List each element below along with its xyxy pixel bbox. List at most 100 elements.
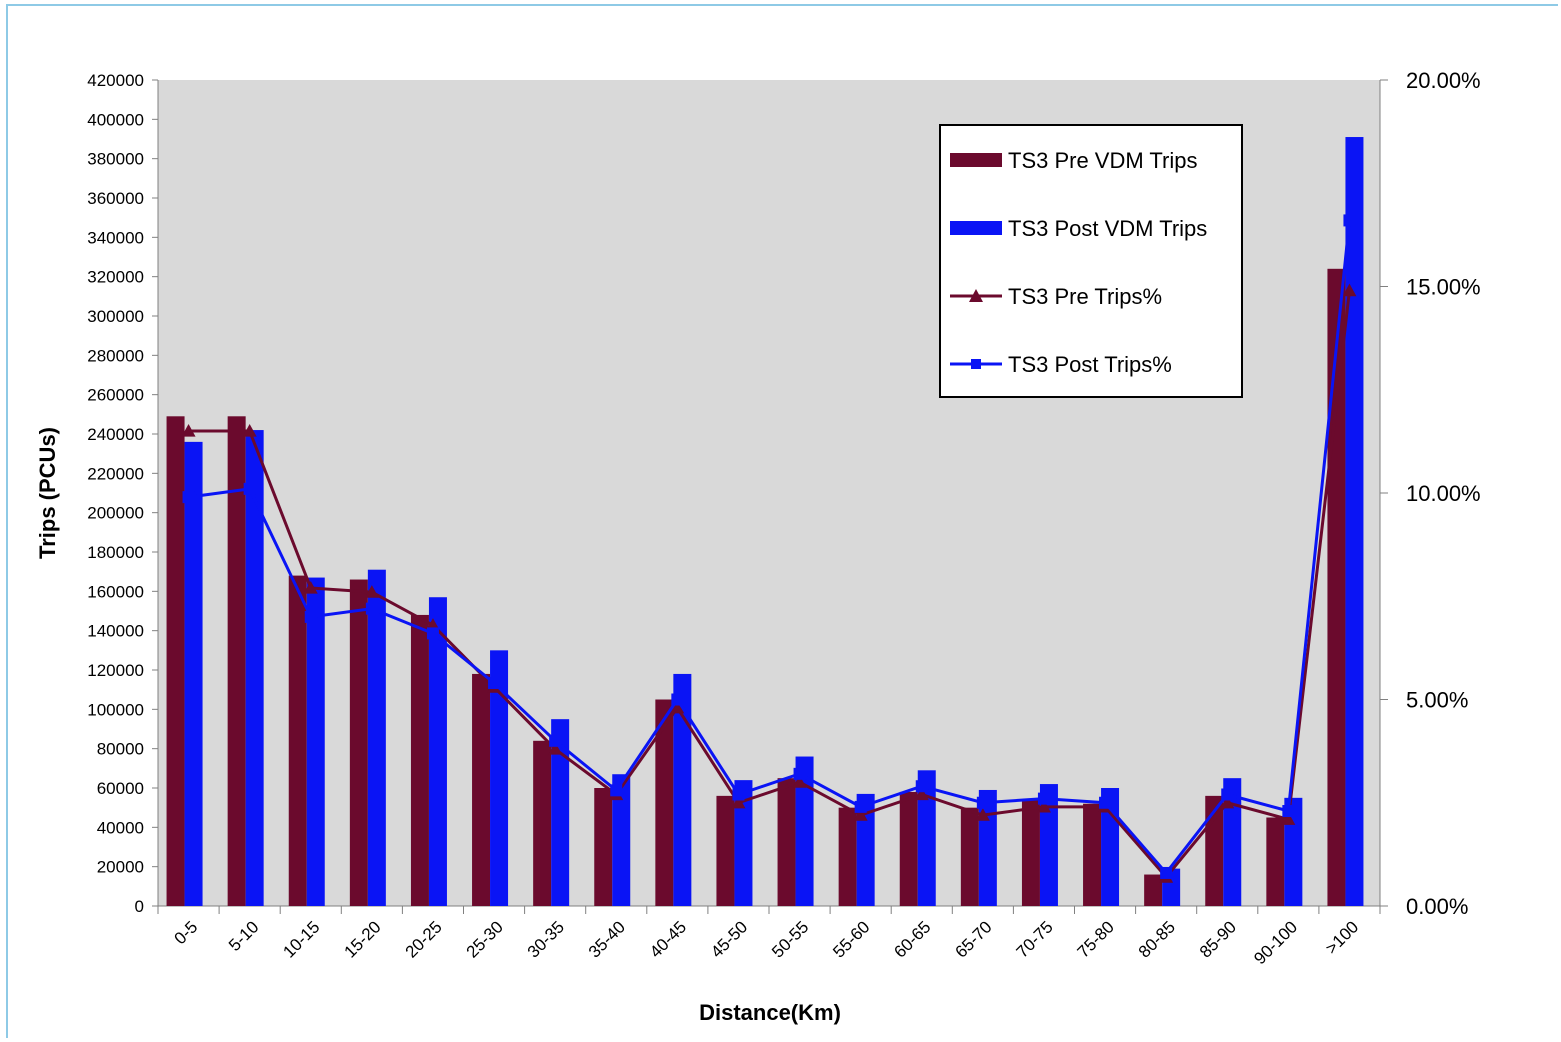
pre-vdm-bar	[472, 673, 491, 906]
pre-vdm-bar	[227, 416, 246, 906]
x-tick-label: 70-75	[1013, 917, 1057, 961]
x-tick-label: 55-60	[829, 917, 873, 961]
x-tick-label: 45-50	[707, 917, 751, 961]
post-vdm-bar	[856, 793, 875, 906]
x-tick-label: >100	[1322, 917, 1363, 958]
post-vdm-bar	[551, 719, 570, 906]
post-vdm-bar	[490, 650, 509, 906]
x-tick-label: 75-80	[1074, 917, 1118, 961]
left-tick-label: 420000	[87, 71, 144, 90]
post-trips-pct-point	[549, 734, 562, 747]
x-tick-label: 5-10	[225, 917, 262, 954]
right-axis: 0.00% 5.00% 10.00% 15.00% 20.00%	[1379, 68, 1481, 919]
legend-box	[939, 124, 1243, 398]
left-tick-label: 380000	[87, 150, 144, 169]
post-trips-pct-point	[182, 491, 195, 504]
post-vdm-bar	[245, 430, 264, 906]
pre-trips-pct-point	[242, 424, 257, 437]
left-tick-label: 320000	[87, 268, 144, 287]
post-vdm-bar	[612, 774, 631, 906]
left-tick-label: 180000	[87, 543, 144, 562]
left-tick-label: 220000	[87, 464, 144, 483]
post-trips-pct-point	[426, 627, 439, 640]
pre-trips-pct-point	[792, 775, 807, 788]
pre-vdm-bar	[899, 791, 918, 906]
post-trips-pct-point	[976, 796, 989, 809]
left-tick-label: 240000	[87, 425, 144, 444]
post-vdm-bar	[367, 569, 386, 906]
post-vdm-bar	[184, 441, 203, 906]
x-tick-label: 0-5	[171, 917, 202, 948]
post-vdm-bar	[1039, 784, 1058, 906]
x-axis: 0-5 5-10 10-15 15-20 20-25 25-30 30-35 35-40 40-…	[157, 905, 1381, 968]
legend-swatch	[950, 153, 1002, 167]
post-trips-pct-point	[365, 602, 378, 615]
legend-swatch	[950, 221, 1002, 235]
pre-vdm-bar	[349, 579, 368, 906]
pre-vdm-bar	[838, 807, 857, 906]
legend: TS3 Pre VDM Trips TS3 Post VDM Trips TS3 P…	[939, 124, 1243, 398]
x-tick-label: 90-100	[1250, 917, 1301, 968]
pre-trips-pct-point	[853, 808, 868, 821]
post-vdm-bar	[673, 673, 692, 906]
pre-vdm-bar	[288, 575, 307, 906]
post-trips-pct-point	[1160, 866, 1173, 879]
post-vdm-bar	[1223, 778, 1242, 906]
legend-label: TS3 Post VDM Trips	[1008, 216, 1207, 241]
post-trips-pct-point	[1221, 788, 1234, 801]
legend-label: TS3 Pre Trips%	[1008, 284, 1162, 309]
left-tick-label: 0	[135, 897, 144, 916]
pre-vdm-bar	[1144, 874, 1163, 906]
pre-trips-pct-point	[1036, 799, 1051, 813]
post-trips-pct-point	[243, 482, 256, 495]
right-tick-label: 15.00%	[1406, 275, 1481, 300]
pre-trips-pct-point	[181, 424, 196, 437]
pre-trips-pct-point	[1342, 283, 1357, 297]
left-tick-label: 340000	[87, 228, 144, 247]
pre-trips-pct-line	[188, 290, 1351, 880]
pre-trips-pct-point	[303, 580, 318, 594]
pre-trips-pct-point	[975, 808, 990, 821]
left-tick-label: 260000	[87, 386, 144, 405]
x-tick-label: 50-55	[768, 917, 812, 961]
pre-vdm-bar	[716, 795, 735, 906]
x-tick-label: 10-15	[279, 917, 323, 961]
left-tick-label: 280000	[87, 346, 144, 365]
pre-trips-pct-point	[1281, 812, 1296, 825]
line-series	[181, 214, 1357, 883]
right-tick-label: 0.00%	[1406, 894, 1468, 919]
left-tick-label: 140000	[87, 622, 144, 641]
pre-vdm-bar	[1083, 803, 1102, 906]
chart-frame	[6, 4, 1558, 1038]
left-tick-label: 20000	[97, 858, 144, 877]
left-tick-label: 80000	[97, 740, 144, 759]
pre-trips-pct-point	[670, 700, 685, 714]
post-trips-pct-point	[1037, 792, 1050, 805]
pre-vdm-bar	[533, 740, 552, 906]
pre-trips-pct-point	[731, 795, 746, 809]
post-vdm-bar	[1345, 137, 1364, 907]
left-tick-label: 60000	[97, 779, 144, 798]
right-tick-label: 10.00%	[1406, 481, 1481, 506]
x-tick-label: 40-45	[646, 917, 690, 961]
post-vdm-bar	[795, 756, 814, 906]
left-tick-label: 120000	[87, 661, 144, 680]
pre-trips-pct-point	[364, 585, 379, 598]
left-axis: 0 20000 40000 60000 80000 100000 120000 140000 1…	[87, 71, 159, 916]
post-trips-pct-point	[1099, 796, 1112, 809]
left-tick-label: 100000	[87, 700, 144, 719]
post-vdm-bar	[917, 770, 936, 906]
post-trips-pct-point	[671, 693, 684, 706]
legend-marker	[971, 359, 981, 369]
pre-vdm-bar	[410, 614, 429, 906]
x-tick-label: 20-25	[402, 917, 446, 961]
pre-vdm-bar	[166, 416, 185, 906]
left-tick-label: 40000	[97, 818, 144, 837]
x-tick-label: 15-20	[340, 917, 384, 961]
x-tick-label: 25-30	[463, 917, 507, 961]
x-tick-label: 30-35	[524, 917, 568, 961]
post-trips-pct-point	[610, 784, 623, 797]
pre-vdm-bar	[960, 807, 979, 906]
left-tick-label: 160000	[87, 582, 144, 601]
